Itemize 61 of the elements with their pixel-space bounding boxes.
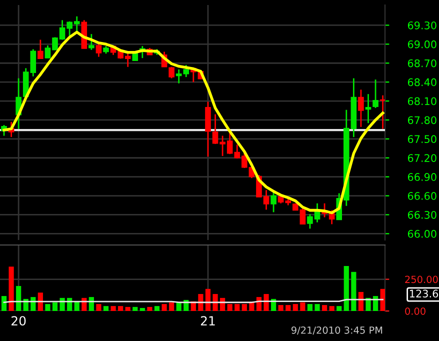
bar — [307, 304, 313, 311]
y-tick-label: 66.60 — [408, 192, 436, 200]
bar — [234, 304, 240, 311]
y-tick-label: 68.10 — [408, 97, 436, 106]
bar — [242, 304, 247, 311]
bar — [351, 272, 356, 311]
x-tick-label: 21 — [200, 316, 215, 326]
bar — [125, 306, 130, 311]
bar — [147, 306, 152, 311]
bar — [300, 302, 306, 311]
bar — [38, 292, 43, 311]
bar — [322, 305, 328, 311]
y-tick-label: 0.00 — [405, 307, 426, 315]
y-tick-label: 67.20 — [408, 154, 436, 162]
bar — [103, 306, 109, 311]
candlestick — [38, 39, 44, 60]
bar — [52, 302, 58, 311]
y-tick-label: 250.00 — [405, 276, 438, 284]
y-tick-label: 69.30 — [408, 21, 436, 30]
bar — [110, 306, 116, 311]
y-tick-label: 66.90 — [408, 173, 436, 181]
y-tick-label: 67.80 — [408, 116, 436, 124]
bar — [292, 304, 298, 311]
bar — [176, 302, 182, 311]
y-tick-label: 66.00 — [408, 230, 436, 238]
bar — [96, 304, 102, 311]
bar — [358, 292, 364, 311]
text: 123.6 — [410, 290, 438, 298]
y-tick-label: 69.00 — [408, 40, 436, 48]
bar — [140, 308, 145, 311]
y-tick-label: 67.50 — [408, 135, 436, 144]
bar — [286, 305, 291, 311]
bar — [162, 304, 167, 311]
candlestick — [358, 88, 364, 128]
bar — [249, 302, 254, 311]
bar — [336, 306, 342, 311]
bar — [380, 288, 385, 311]
candlestick — [88, 33, 94, 51]
bar — [205, 288, 211, 311]
bar — [329, 306, 334, 311]
bar — [16, 286, 22, 311]
bar — [1, 296, 7, 311]
candlestick — [96, 42, 102, 58]
candlestick — [372, 78, 378, 109]
bar — [45, 304, 50, 311]
bar — [169, 302, 174, 311]
bar — [264, 294, 269, 311]
bar — [118, 306, 124, 311]
bar — [132, 306, 138, 311]
candlestick — [365, 93, 372, 124]
bar — [227, 304, 232, 311]
y-tick-label: 66.30 — [408, 210, 436, 219]
bar — [344, 266, 349, 311]
text: 9/21/2010 3:45 PM — [292, 326, 382, 335]
y-tick-label: 68.70 — [408, 59, 436, 68]
y-tick-label: 68.40 — [408, 78, 436, 86]
bar — [278, 305, 284, 311]
x-tick-label: 20 — [12, 316, 26, 326]
bar — [8, 266, 14, 311]
bar — [314, 304, 320, 311]
bar — [154, 306, 160, 311]
